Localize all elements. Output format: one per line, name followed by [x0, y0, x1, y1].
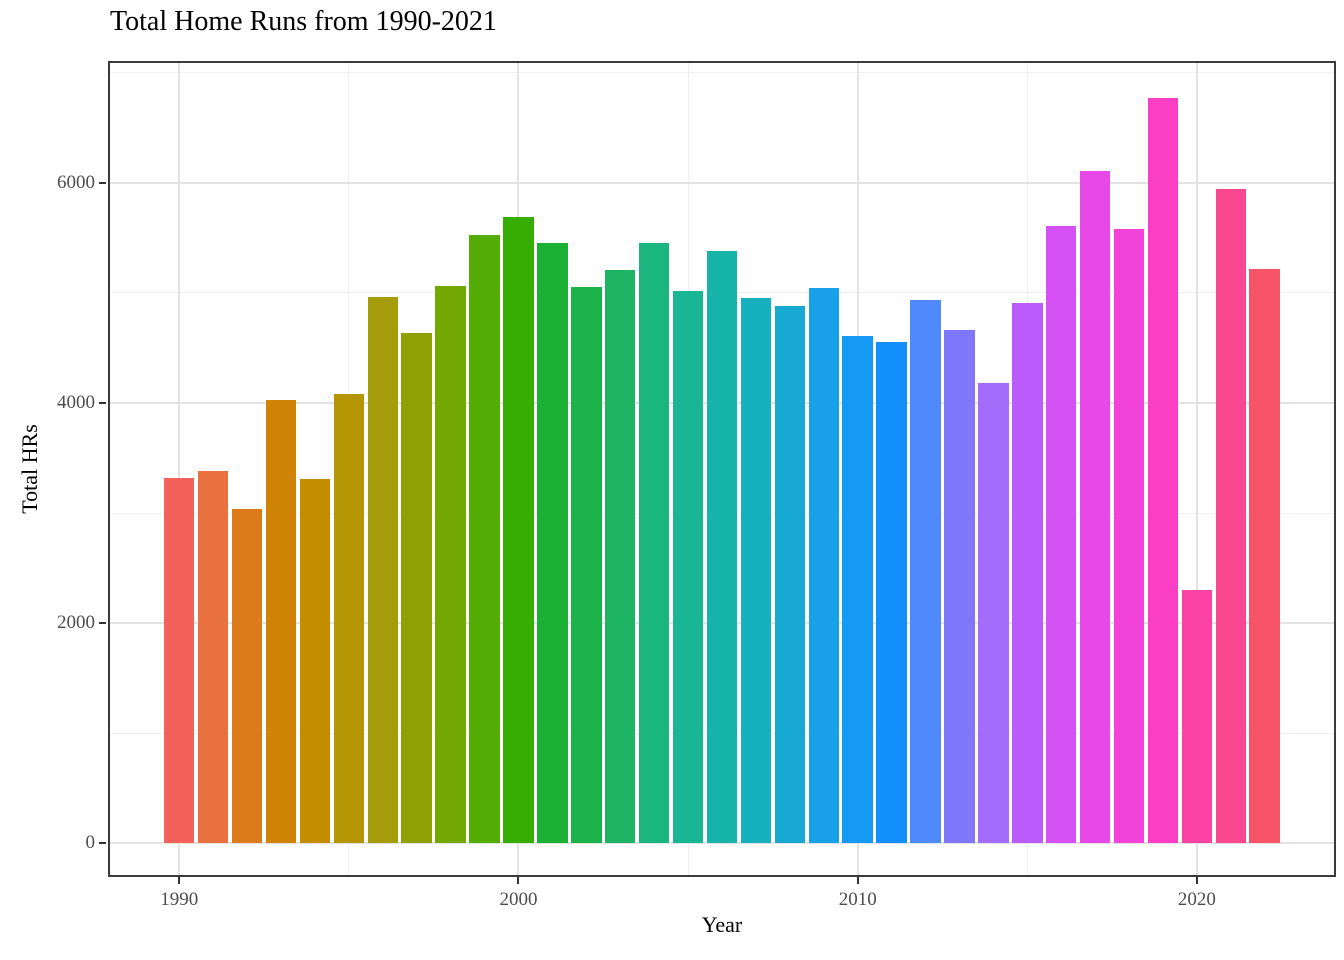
bar-1996 [367, 297, 399, 843]
y-tick-4000 [99, 401, 106, 404]
y-tick-label-0: 0 [85, 832, 96, 853]
bar-2019 [1147, 97, 1179, 843]
bar-2022 [1249, 269, 1280, 843]
y-tick-0 [99, 842, 106, 844]
gridline-x-2020 [1195, 61, 1198, 877]
y-axis-title: Total HRs [17, 424, 42, 514]
x-tick-1990 [178, 877, 181, 884]
x-tick-2010 [856, 877, 859, 884]
y-tick-label-6000: 6000 [57, 171, 95, 193]
y-tick-6000 [99, 181, 106, 184]
bar-2007 [740, 297, 772, 843]
bar-2020 [1181, 589, 1213, 843]
bar-2018 [1113, 228, 1145, 843]
y-tick-label-4000: 4000 [57, 391, 95, 413]
y-tick-2000 [99, 622, 106, 624]
y-tick-label-2000: 2000 [57, 612, 95, 633]
x-tick-label-2000: 2000 [499, 889, 538, 910]
x-tick-2000 [517, 877, 520, 884]
bar-1991 [197, 470, 229, 843]
bar-1993 [265, 399, 297, 843]
plot-panel: 0 2000 4000 6000 1990 2000 2010 2020 [57, 61, 1336, 910]
x-tick-label-2020: 2020 [1177, 889, 1216, 910]
bar-2004 [638, 243, 670, 843]
gridline-x-1990 [178, 61, 181, 877]
x-tick-label-2010: 2010 [838, 889, 877, 910]
bar-2003 [604, 270, 636, 843]
bar-2017 [1079, 171, 1111, 843]
chart-title: Total Home Runs from 1990-2021 [110, 6, 497, 37]
bar-1995 [333, 394, 365, 843]
bar-2014 [978, 382, 1009, 843]
bar-1999 [469, 234, 500, 843]
gridline-y-minor-7000 [108, 72, 1336, 74]
gridline-y-6000 [108, 181, 1336, 184]
bar-1998 [435, 285, 466, 843]
bar-1994 [299, 479, 331, 843]
bar-2005 [672, 291, 704, 843]
bar-2013 [944, 330, 975, 843]
bar-2006 [706, 250, 738, 843]
bar-1992 [231, 508, 263, 843]
bar-2015 [1012, 303, 1043, 843]
bar-2009 [808, 288, 840, 843]
bar-2021 [1215, 189, 1247, 843]
bar-1990 [163, 478, 195, 843]
bar-2008 [774, 306, 806, 843]
bar-2002 [571, 286, 602, 843]
x-tick-label-1990: 1990 [160, 889, 199, 910]
x-axis-title: Year [701, 912, 743, 937]
bar-2012 [910, 300, 941, 843]
bar-1997 [401, 332, 432, 843]
bar-2016 [1045, 225, 1077, 843]
x-tick-2020 [1195, 877, 1198, 884]
bar-2010 [842, 335, 873, 843]
bar-2001 [537, 242, 568, 843]
bar-2011 [876, 342, 907, 843]
bar-2000 [503, 216, 534, 843]
gridline-y-0 [108, 842, 1336, 844]
